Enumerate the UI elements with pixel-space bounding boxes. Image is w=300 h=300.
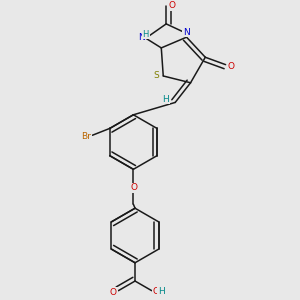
Text: N: N: [183, 28, 190, 37]
Text: O: O: [110, 287, 117, 296]
Text: N: N: [138, 33, 145, 42]
Text: Br: Br: [81, 132, 91, 141]
Text: O: O: [169, 1, 176, 10]
Text: O: O: [228, 62, 235, 71]
Text: O: O: [131, 183, 138, 192]
Text: O: O: [152, 287, 159, 296]
Text: S: S: [153, 71, 159, 80]
Text: H: H: [163, 94, 169, 103]
Text: H: H: [142, 30, 149, 39]
Text: H: H: [158, 287, 164, 296]
